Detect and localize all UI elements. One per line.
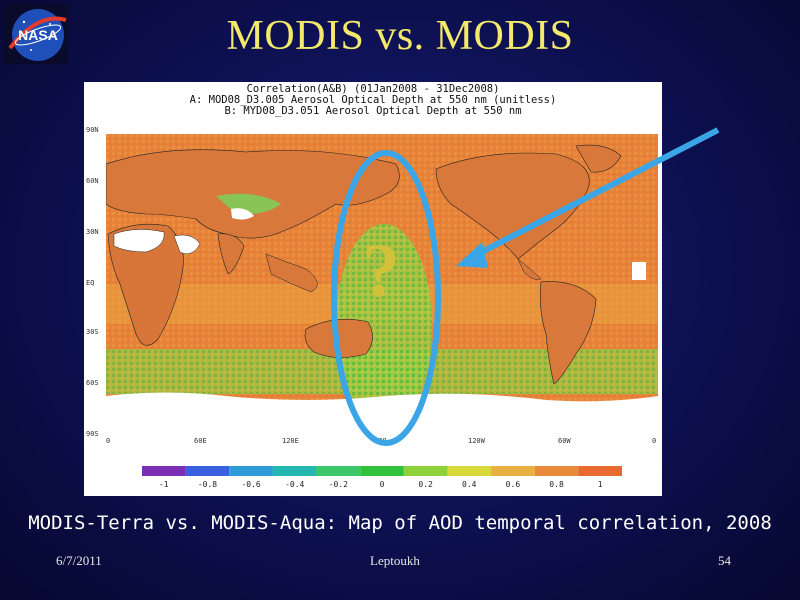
slide-title: MODIS vs. MODIS [226,13,574,59]
colorbar-swatches [142,466,622,476]
footer-page-number: 54 [718,553,731,568]
lat-label: 30S [86,328,99,336]
lat-label: 90S [86,430,99,438]
colorbar-tick-label: 0.6 [505,480,521,489]
south-america [539,281,597,385]
annotation-arrow [468,127,720,261]
colorbar-swatch [229,466,273,476]
colorbar-tick-label: 0.2 [418,480,433,489]
colorbar-tick-label: 1 [597,480,603,489]
arrow-head [456,242,488,268]
lat-label: EQ [86,279,95,287]
highlight-ellipse [331,150,441,446]
colorbar-tick-label: -0.4 [285,480,305,489]
map-header: Correlation(A&B) (01Jan2008 - 31Dec2008)… [84,82,662,117]
colorbar-swatch [142,466,186,476]
eurasia [106,149,400,239]
colorbar-tick-label: -0.8 [197,480,218,489]
lat-label: 30N [86,228,99,236]
africa [107,223,184,346]
map-header-line-2: A: MOD08_D3.005 Aerosol Optical Depth at… [189,94,557,106]
lat-label: 90N [86,126,99,134]
nasa-logo-text: NASA [18,27,58,43]
footer-author: Leptoukh [370,553,420,568]
lon-label: 120W [468,437,485,445]
nasa-logo: NASA [4,4,68,64]
colorbar-swatch [447,466,492,476]
colorbar-swatch [272,466,317,476]
colorbar-swatch [185,466,230,476]
lon-label: 0 [652,437,657,445]
lat-label: 60S [86,379,99,387]
colorbar-tick-label: -1 [158,480,169,489]
slide-caption: MODIS-Terra vs. MODIS-Aqua: Map of AOD t… [28,512,772,534]
colorbar: -1 -0.8 -0.6 -0.4 -0.2 0 0.2 0.4 0.6 0.8 1 [142,464,622,492]
map-header-line-3: B: MYD08_D3.051 Aerosol Optical Depth at… [224,105,522,117]
lon-label: 120E [282,437,299,445]
antarctica [106,392,658,434]
lat-label: 60N [86,177,99,185]
colorbar-tick-label: 0 [379,480,385,489]
central-pacific-low-corr [336,224,432,424]
colorbar-swatch [403,466,448,476]
correlation-map [106,134,658,434]
colorbar-tick-label: -0.6 [241,480,261,489]
lon-label: 0 [106,437,111,445]
colorbar-tick-label: 0.4 [462,480,477,489]
footer-date: 6/7/2011 [56,553,102,568]
correlation-map-panel: Correlation(A&B) (01Jan2008 - 31Dec2008)… [84,82,662,496]
lon-label: 60W [558,437,571,445]
colorbar-tick-label: -0.2 [328,480,348,489]
colorbar-swatch [360,466,404,476]
colorbar-swatch [491,466,535,476]
colorbar-swatch [534,466,579,476]
question-mark: ? [362,229,400,313]
north-america [435,152,590,260]
lon-label: 60E [194,437,207,445]
colorbar-swatch [578,466,622,476]
colorbar-swatch [316,466,361,476]
map-header-line-1: Correlation(A&B) (01Jan2008 - 31Dec2008) [246,83,500,95]
colorbar-tick-label: 0.8 [549,480,564,489]
